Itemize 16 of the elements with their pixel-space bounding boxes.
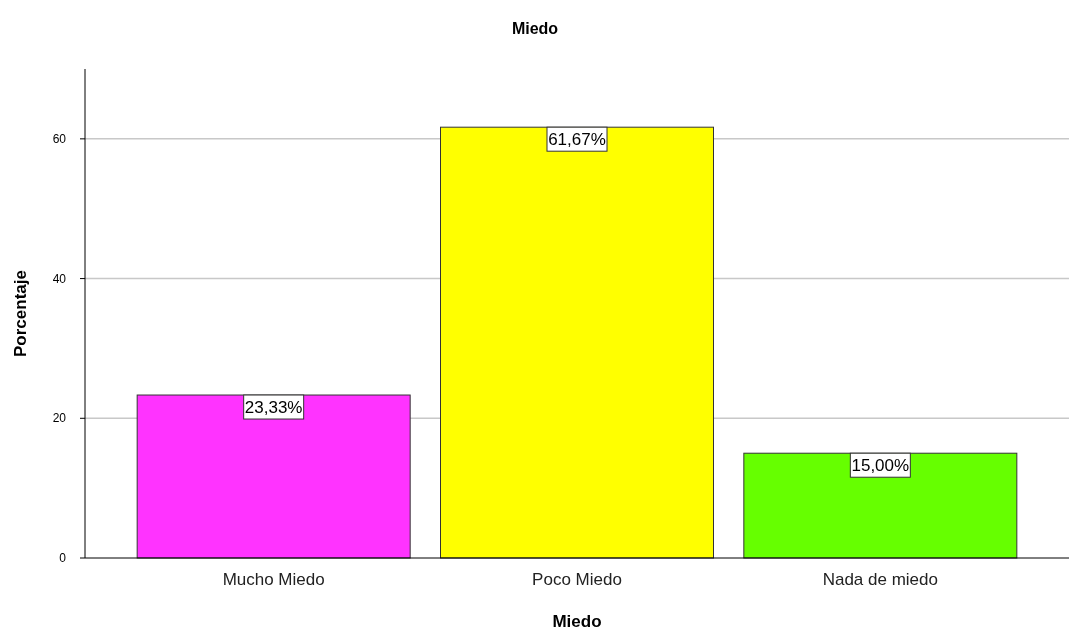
y-axis-title: Porcentaje [11, 270, 30, 357]
y-tick-label: 60 [52, 131, 67, 146]
x-tick-label: Poco Miedo [532, 570, 622, 589]
x-axis-title: Miedo [552, 612, 602, 630]
bar [136, 394, 411, 559]
x-tick-label: Mucho Miedo [222, 570, 325, 589]
data-label: 15,00% [851, 456, 910, 476]
data-label: 23,33% [244, 398, 303, 418]
y-tick-label: 0 [59, 551, 67, 565]
bar [743, 452, 1018, 559]
data-label: 61,67% [548, 130, 606, 150]
y-tick-label: 20 [52, 411, 67, 426]
bar [440, 126, 714, 559]
y-tick-label: 40 [52, 271, 67, 286]
x-tick-label: Nada de miedo [822, 570, 938, 589]
chart-title: Miedo [511, 20, 559, 37]
